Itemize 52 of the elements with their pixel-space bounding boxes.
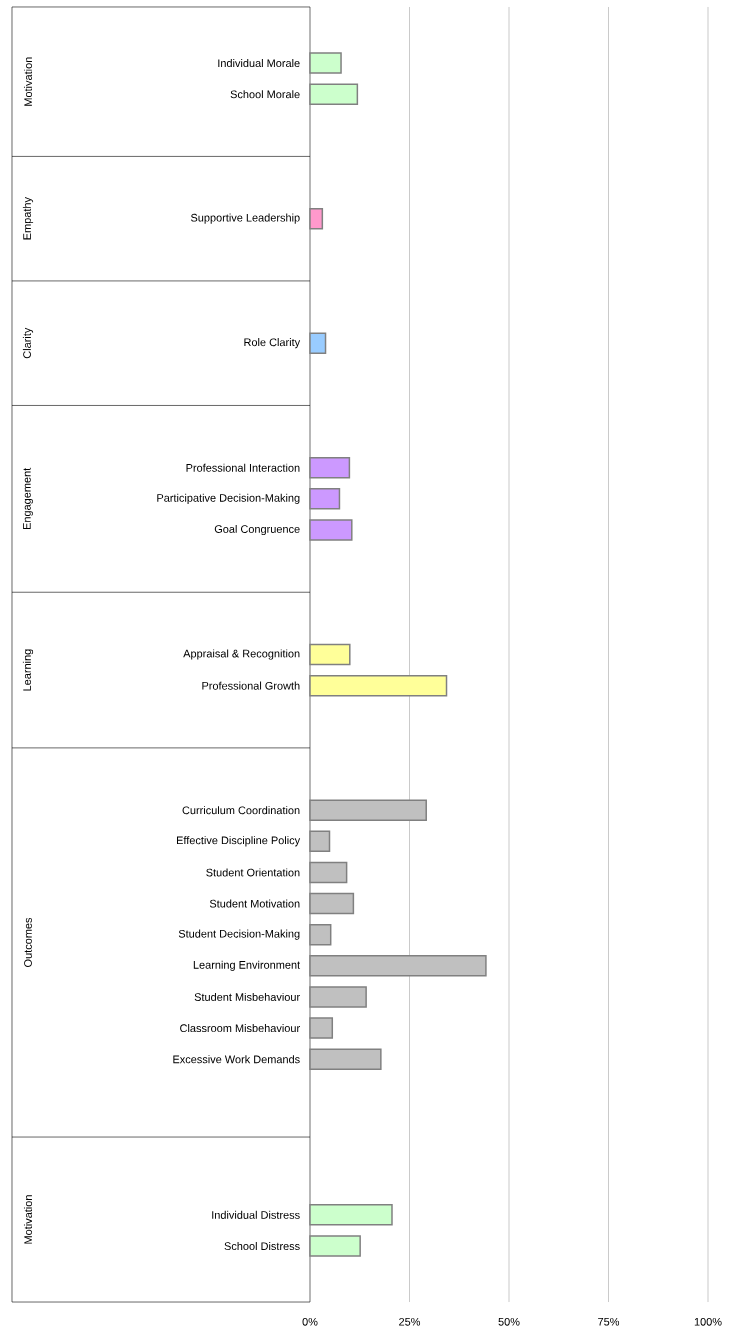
y-tick-label: Supportive Leadership <box>190 213 300 224</box>
y-tick-label: Role Clarity <box>244 338 301 349</box>
bar <box>309 986 367 1008</box>
bar <box>309 923 332 946</box>
y-tick-label: Individual Distress <box>212 1210 300 1219</box>
bar <box>309 1048 382 1070</box>
bar <box>309 488 341 510</box>
y-tick-label: Appraisal & Recognition <box>183 649 300 660</box>
x-tick-label: 25% <box>399 1317 421 1326</box>
bar <box>309 892 355 915</box>
y-tick-label: Participative Decision-Making <box>157 493 300 504</box>
x-tick-label: 75% <box>598 1317 620 1326</box>
y-tick-label: Curriculum Coordination <box>182 806 300 815</box>
y-tick-label: School Morale <box>230 90 300 99</box>
y-tick-label: Professional Interaction <box>186 463 300 472</box>
bar <box>309 643 351 666</box>
bar <box>309 519 353 541</box>
x-tick-label: 0% <box>302 1317 318 1326</box>
text: Motivation <box>23 57 33 106</box>
y-tick-label: Classroom Misbehaviour <box>180 1024 300 1033</box>
text: Clarity <box>22 327 34 359</box>
bar <box>309 1204 393 1226</box>
y-tick-label: Individual Morale <box>218 59 300 68</box>
y-tick-label: Learning Environment <box>193 960 301 971</box>
text: Motivation <box>23 1195 33 1244</box>
y-tick-label: Student Decision-Making <box>178 929 300 940</box>
bar <box>309 83 359 105</box>
y-tick-label: Professional Growth <box>202 681 300 690</box>
bar <box>309 456 351 479</box>
bar <box>309 955 487 977</box>
x-tick-label: 100% <box>694 1317 722 1326</box>
y-tick-label: Student Misbehaviour <box>194 992 300 1001</box>
text: Learning <box>22 649 34 691</box>
y-tick-label: Student Motivation <box>209 899 300 908</box>
text: Outcomes <box>24 917 32 967</box>
bar <box>309 674 448 697</box>
bar <box>309 830 331 853</box>
bar <box>309 1235 361 1257</box>
bar <box>309 207 324 230</box>
bar <box>309 52 342 74</box>
bar <box>309 1017 334 1039</box>
text: Engagement <box>23 467 33 530</box>
y-tick-label: School Distress <box>224 1241 300 1251</box>
bar <box>309 332 327 354</box>
bar <box>309 861 348 884</box>
x-tick-label: 50% <box>498 1317 520 1326</box>
y-tick-label: Student Orientation <box>206 868 300 877</box>
bar <box>309 799 427 821</box>
y-tick-label: Excessive Work Demands <box>173 1055 300 1064</box>
y-tick-label: Effective Discipline Policy <box>177 836 301 847</box>
y-tick-label: Goal Congruence <box>214 524 300 536</box>
text: Empathy <box>22 197 34 240</box>
